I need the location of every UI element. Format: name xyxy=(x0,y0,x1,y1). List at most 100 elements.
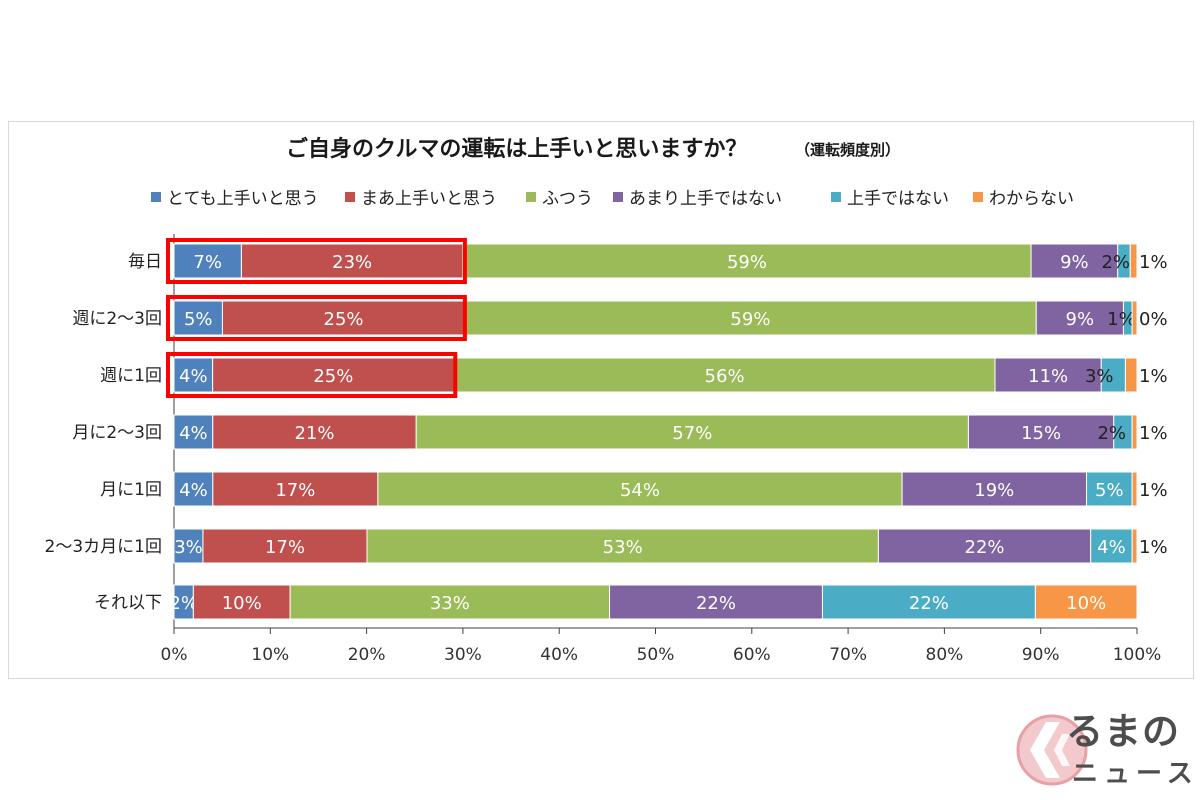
data-label-r5-s2: 53% xyxy=(603,537,643,558)
data-label-r3-s5: 1% xyxy=(1139,423,1168,444)
data-label-r1-s1: 25% xyxy=(324,309,364,330)
legend-label-3: あまり上手ではない xyxy=(629,189,782,209)
legend-label-0: とても上手いと思う xyxy=(167,189,319,209)
data-label-r2-s5: 1% xyxy=(1139,366,1168,387)
data-label-r6-s5: 10% xyxy=(1066,593,1106,614)
bar-segment-r1-s2 xyxy=(464,300,1037,336)
bar-segment-r6-s2 xyxy=(289,584,611,620)
bar-segment-r3-s5 xyxy=(1131,414,1138,450)
data-label-r1-s4: 1% xyxy=(1107,309,1136,330)
x-tick-label-70%: 70% xyxy=(829,645,867,665)
bar-segment-r4-s2 xyxy=(377,471,903,507)
bar-segment-r4-s4 xyxy=(1086,471,1133,507)
bar-segment-r6-s4 xyxy=(821,584,1036,620)
data-label-r1-s0: 5% xyxy=(184,309,213,330)
data-label-r0-s0: 7% xyxy=(193,252,222,273)
kuruma-news-logo-icon xyxy=(1016,714,1088,786)
data-label-r0-s4: 2% xyxy=(1101,252,1130,273)
data-label-r4-s2: 54% xyxy=(620,480,660,501)
highlight-box-2 xyxy=(166,352,458,398)
stacked-bar-chart: ご自身のクルマの運転は上手いと思いますか？ （運転頻度別） とても上手いと思う ま… xyxy=(45,136,1168,665)
x-tick-label-20%: 20% xyxy=(348,645,386,665)
data-label-r2-s4: 3% xyxy=(1085,366,1114,387)
data-label-r5-s3: 22% xyxy=(965,537,1005,558)
legend-swatch-0 xyxy=(151,192,161,202)
bar-segment-r3-s3 xyxy=(967,414,1115,450)
bar-segment-r4-s1 xyxy=(212,471,379,507)
bar-segment-r1-s0 xyxy=(173,300,223,336)
data-label-r5-s0: 3% xyxy=(174,537,203,558)
bar-segment-r5-s2 xyxy=(366,528,879,564)
bar-segment-r2-s5 xyxy=(1124,357,1138,393)
x-tick-label-30%: 30% xyxy=(444,645,482,665)
legend-swatch-3 xyxy=(613,192,623,202)
data-label-r6-s0: 2% xyxy=(169,593,198,614)
data-label-r5-s1: 17% xyxy=(265,537,305,558)
category-label-4: 月に1回 xyxy=(100,480,162,500)
data-label-r3-s1: 21% xyxy=(294,423,334,444)
x-tick-label-0%: 0% xyxy=(161,645,188,665)
data-label-r6-s1: 10% xyxy=(222,593,262,614)
data-label-r4-s1: 17% xyxy=(275,480,315,501)
bar-segment-r4-s5 xyxy=(1131,471,1138,507)
highlight-box-1 xyxy=(166,295,467,341)
legend-label-2: ふつう xyxy=(542,189,593,209)
x-tick-label-100%: 100% xyxy=(1113,645,1162,665)
legend-swatch-1 xyxy=(345,192,355,202)
category-label-6: それ以下 xyxy=(94,593,162,613)
legend-label-4: 上手ではない xyxy=(847,189,949,209)
bar-segment-r3-s2 xyxy=(415,414,969,450)
legend-swatch-4 xyxy=(831,192,841,202)
x-tick-label-60%: 60% xyxy=(733,645,771,665)
data-label-r2-s0: 4% xyxy=(179,366,208,387)
bar-segment-r0-s5 xyxy=(1129,243,1138,279)
x-tick-label-90%: 90% xyxy=(1022,645,1060,665)
data-label-r2-s3: 11% xyxy=(1028,366,1068,387)
bar-segment-r5-s1 xyxy=(202,528,368,564)
category-label-1: 週に2〜3回 xyxy=(72,309,162,329)
category-label-0: 毎日 xyxy=(128,252,162,272)
bar-segment-r3-s1 xyxy=(212,414,417,450)
data-label-r5-s5: 1% xyxy=(1139,537,1168,558)
bar-segment-r0-s3 xyxy=(1030,243,1119,279)
chart-title: ご自身のクルマの運転は上手いと思いますか？ xyxy=(286,136,747,162)
bar-segment-r1-s1 xyxy=(221,300,466,336)
chart-subtitle: （運転頻度別） xyxy=(795,141,900,159)
bar-segment-r2-s0 xyxy=(173,357,214,393)
legend-label-1: まあ上手いと思う xyxy=(361,189,497,209)
data-label-r1-s5: 0% xyxy=(1139,309,1168,330)
bar-segment-r6-s5 xyxy=(1034,584,1138,620)
data-label-r6-s2: 33% xyxy=(430,593,470,614)
category-label-2: 週に1回 xyxy=(100,366,162,386)
bar-segment-r3-s0 xyxy=(173,414,214,450)
bar-segment-r1-s3 xyxy=(1035,300,1124,336)
x-tick-label-10%: 10% xyxy=(251,645,289,665)
highlight-box-0 xyxy=(166,238,467,284)
data-label-r5-s4: 4% xyxy=(1097,537,1126,558)
category-label-5: 2〜3カ月に1回 xyxy=(45,537,162,557)
bar-segment-r5-s5 xyxy=(1131,528,1138,564)
data-label-r3-s0: 4% xyxy=(179,423,208,444)
bar-segment-r1-s5 xyxy=(1131,300,1138,336)
x-tick-label-80%: 80% xyxy=(926,645,964,665)
legend-swatch-2 xyxy=(526,192,536,202)
data-label-r4-s5: 1% xyxy=(1139,480,1168,501)
data-label-r0-s2: 59% xyxy=(727,252,767,273)
chart-frame: ご自身のクルマの運転は上手いと思いますか？ （運転頻度別） とても上手いと思う ま… xyxy=(8,121,1194,679)
logo-wordmark: るまの xyxy=(1066,710,1180,753)
x-tick-label-40%: 40% xyxy=(540,645,578,665)
bar-segment-r4-s0 xyxy=(173,471,214,507)
x-tick-label-50%: 50% xyxy=(637,645,675,665)
data-label-r6-s4: 22% xyxy=(909,593,949,614)
bar-segment-r6-s1 xyxy=(192,584,291,620)
category-label-3: 月に2〜3回 xyxy=(72,423,162,443)
data-label-r3-s2: 57% xyxy=(672,423,712,444)
data-label-r0-s1: 23% xyxy=(332,252,372,273)
bar-segment-r0-s2 xyxy=(462,243,1032,279)
data-label-r3-s4: 2% xyxy=(1097,423,1126,444)
data-label-r6-s3: 22% xyxy=(696,593,736,614)
bar-segment-r5-s4 xyxy=(1090,528,1133,564)
data-label-r4-s4: 5% xyxy=(1095,480,1124,501)
logo-subtitle: ニュース xyxy=(1072,759,1199,789)
data-label-r0-s5: 1% xyxy=(1139,252,1168,273)
